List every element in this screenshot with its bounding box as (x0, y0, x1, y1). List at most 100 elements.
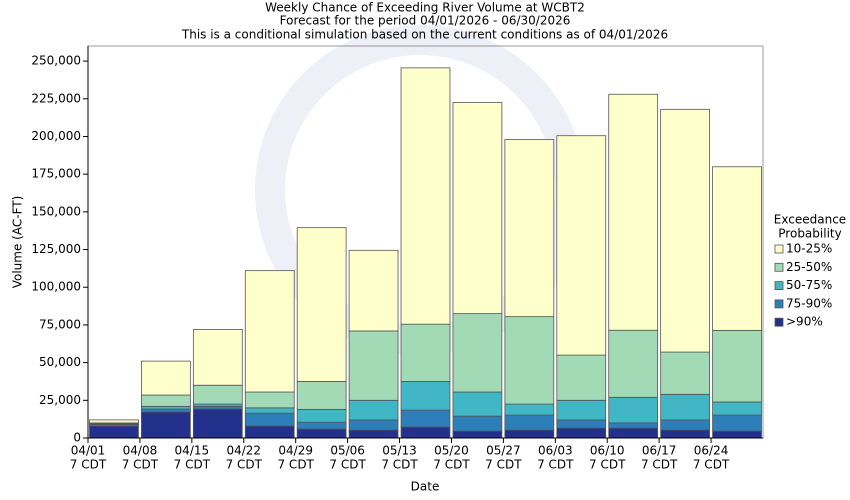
bar-segment (452, 430, 503, 439)
bar-segment (192, 384, 243, 405)
y-tick-label: 175,000 (31, 167, 81, 181)
bar-segment (608, 422, 659, 429)
bar-segment (400, 426, 451, 439)
y-axis-label: Volume (AC-FT) (11, 196, 25, 289)
y-tick-label: 50,000 (39, 355, 81, 369)
legend-swatch (774, 281, 784, 291)
x-tick-label: 04/29 (278, 444, 313, 458)
x-tick-label: 04/22 (226, 444, 261, 458)
legend-label: 10-25% (786, 242, 832, 256)
bar-segment (244, 270, 295, 393)
y-tick-label: 150,000 (31, 204, 81, 218)
y-tick-label: 75,000 (39, 317, 81, 331)
bar-segment (712, 430, 762, 439)
bar-segment (244, 412, 295, 427)
x-tick-label: 05/06 (330, 444, 365, 458)
legend-title: Exceedance (774, 213, 846, 227)
bar-segment (296, 408, 347, 423)
bar-segment (608, 329, 659, 398)
bar-segment (400, 409, 451, 428)
bar-segment (400, 381, 451, 411)
y-tick-label: 125,000 (31, 242, 81, 256)
chart-title: Weekly Chance of Exceeding River Volume … (265, 1, 585, 15)
x-tick-label: 04/01 (71, 444, 106, 458)
bar-segment (452, 102, 503, 315)
bar-segment (348, 399, 399, 421)
x-tick-label: 05/13 (382, 444, 417, 458)
bar-segment (556, 399, 607, 421)
bar-segment (141, 360, 191, 396)
legend-label: 25-50% (786, 260, 832, 274)
y-tick-label: 0 (73, 431, 81, 445)
bar-segment (296, 381, 347, 410)
bar-segment (141, 408, 191, 413)
bar-segment (348, 249, 399, 332)
x-tick-label: 7 CDT (174, 458, 211, 472)
bar-segment (712, 329, 762, 403)
bar-segment (660, 393, 710, 421)
x-tick-label: 04/08 (123, 444, 158, 458)
legend-label: 50-75% (786, 278, 832, 292)
bar-segment (192, 408, 243, 439)
bar-segment (660, 351, 710, 395)
bar-segment (244, 391, 295, 409)
bar-segment (556, 354, 607, 401)
bar-segment (504, 429, 555, 439)
chart-subtitle: Forecast for the period 04/01/2026 - 06/… (280, 14, 571, 28)
bar-segment (712, 166, 762, 331)
chart-subtitle: This is a conditional simulation based o… (181, 28, 668, 42)
legend-label: >90% (786, 315, 823, 329)
bar-segment (556, 427, 607, 439)
x-axis-label: Date (411, 480, 440, 494)
legend-swatch (774, 262, 784, 272)
bar-segment (504, 139, 555, 318)
bar-segment (608, 396, 659, 424)
x-tick-label: 7 CDT (122, 458, 159, 472)
legend-swatch (774, 299, 784, 309)
x-tick-label: 06/10 (590, 444, 625, 458)
legend-label: 75-90% (786, 296, 832, 310)
y-tick-label: 100,000 (31, 280, 81, 294)
bar-segment (348, 429, 399, 439)
bar-segment (244, 407, 295, 414)
bar-segment (452, 313, 503, 393)
bar-segment (712, 414, 762, 432)
bar-segment (296, 227, 347, 382)
bar-segment (141, 394, 191, 407)
x-tick-label: 7 CDT (485, 458, 522, 472)
bar-segment (141, 411, 191, 439)
y-tick-label: 250,000 (31, 54, 81, 68)
x-tick-label: 7 CDT (277, 458, 314, 472)
x-tick-label: 7 CDT (329, 458, 366, 472)
bar-segment (608, 427, 659, 439)
x-tick-label: 06/03 (538, 444, 573, 458)
bar-segment (296, 428, 347, 439)
x-tick-label: 06/24 (694, 444, 729, 458)
bar-segment (660, 429, 710, 439)
bar-segment (348, 330, 399, 401)
x-tick-label: 7 CDT (70, 458, 107, 472)
x-tick-label: 7 CDT (433, 458, 470, 472)
bar-segment (712, 401, 762, 416)
bar-segment (556, 419, 607, 429)
legend-title: Probability (778, 227, 841, 241)
y-tick-label: 225,000 (31, 91, 81, 105)
bar-segment (504, 414, 555, 431)
bar-segment (400, 67, 451, 325)
bar-segment (192, 329, 243, 386)
x-tick-label: 7 CDT (589, 458, 626, 472)
bar-segment (400, 323, 451, 382)
bar-segment (89, 425, 139, 439)
x-tick-label: 04/15 (175, 444, 210, 458)
legend-swatch (774, 244, 784, 254)
y-tick-label: 200,000 (31, 129, 81, 143)
bar-segment (89, 419, 139, 424)
bar-segment (296, 421, 347, 430)
bar-segment (660, 108, 710, 353)
bar-segment (244, 425, 295, 439)
x-tick-label: 7 CDT (537, 458, 574, 472)
x-tick-label: 7 CDT (226, 458, 263, 472)
bar-segment (608, 93, 659, 331)
bar-segment (452, 415, 503, 432)
bar-segment (452, 391, 503, 417)
